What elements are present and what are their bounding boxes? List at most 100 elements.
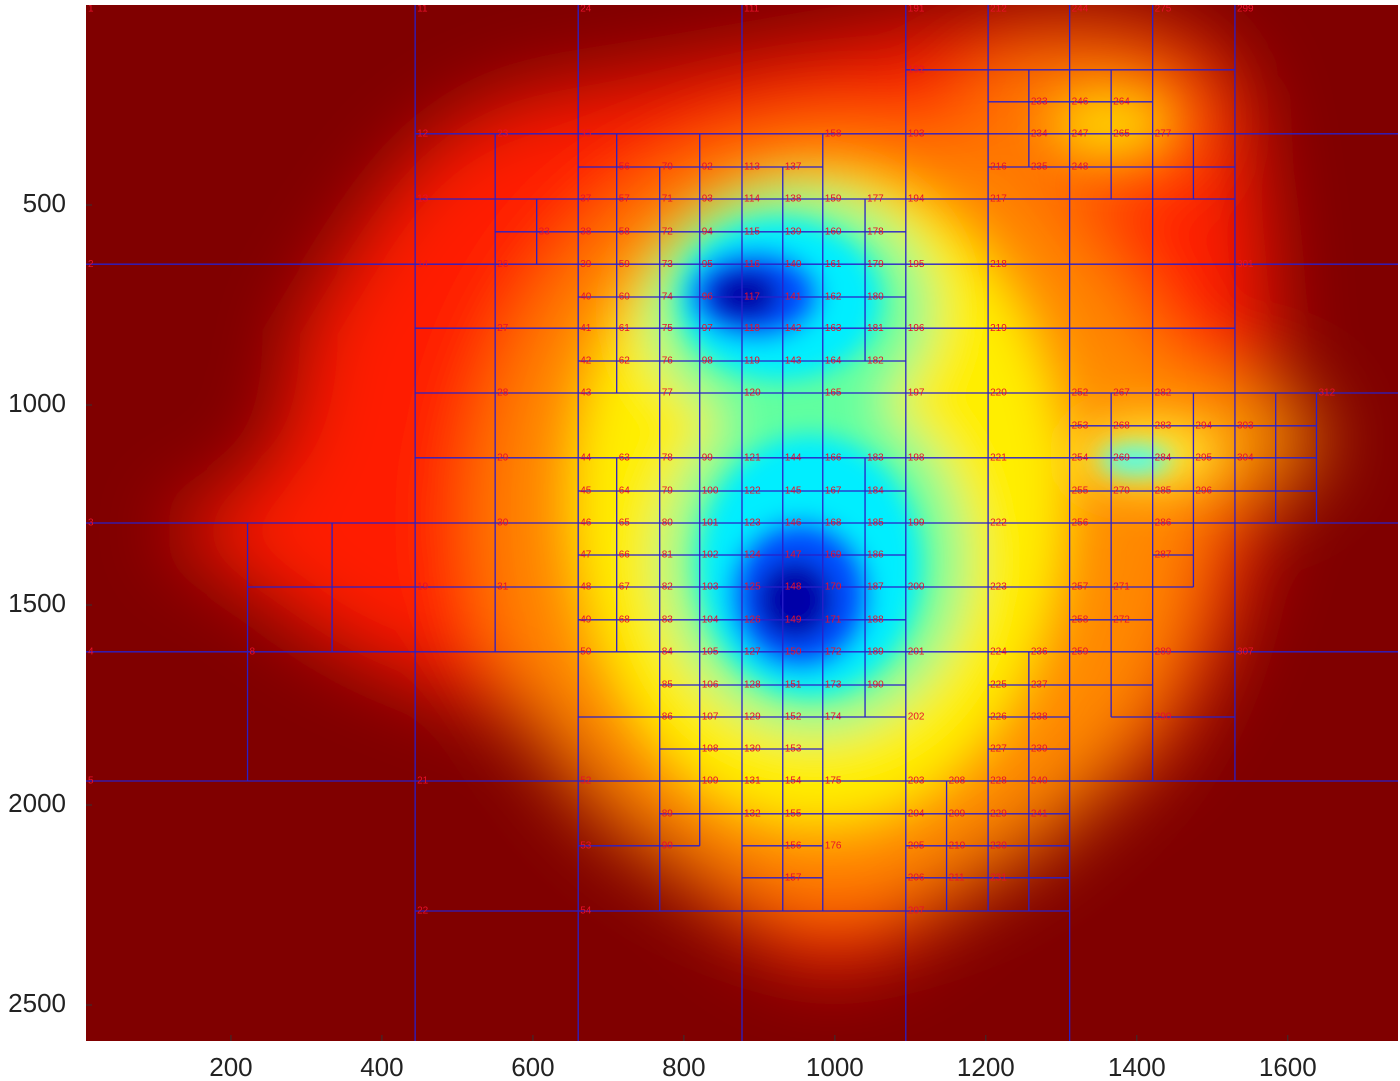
cell-label: 256: [1072, 518, 1089, 529]
cell-label: 191: [908, 4, 925, 15]
cell-label: 49: [580, 614, 592, 625]
cell-label: 167: [825, 486, 842, 497]
cell-label: 81: [662, 550, 674, 561]
cell-label: 153: [785, 744, 802, 755]
cell-label: 174: [825, 712, 842, 723]
cell-label: 160: [825, 226, 842, 237]
cell-label: 104: [702, 614, 719, 625]
cell-label: 103: [702, 582, 719, 593]
cell-label: 92: [702, 162, 714, 173]
cell-label: 233: [1031, 96, 1048, 107]
cell-label: 65: [619, 518, 631, 529]
y-tick-label: 500: [23, 188, 66, 218]
cell-label: 12: [417, 128, 429, 139]
cell-label: 108: [702, 744, 719, 755]
cell-label: 177: [867, 194, 884, 205]
cell-label: 181: [867, 323, 884, 334]
cell-label: 120: [744, 388, 761, 399]
cell-label: 62: [619, 356, 631, 367]
cell-label: 211: [949, 872, 965, 883]
cell-label: 285: [1155, 486, 1172, 497]
cell-label: 253: [1072, 420, 1089, 431]
cell-label: 53: [580, 840, 592, 851]
cell-label: 78: [662, 452, 674, 463]
cell-label: 114: [744, 194, 760, 205]
cell-label: 63: [619, 452, 631, 463]
cell-label: 149: [785, 614, 802, 625]
cell-label: 97: [702, 323, 714, 334]
cell-label: 125: [744, 582, 761, 593]
cell-label: 286: [1155, 518, 1172, 529]
cell-label: 21: [417, 776, 429, 787]
cell-label: 119: [744, 356, 760, 367]
cell-label: 199: [908, 518, 925, 529]
cell-label: 71: [662, 194, 674, 205]
cell-label: 60: [619, 292, 631, 303]
cell-label: 284: [1155, 452, 1172, 463]
cell-label: 130: [744, 744, 761, 755]
cell-label: 3: [88, 518, 94, 529]
cell-label: 102: [702, 550, 719, 561]
x-tick-label: 1000: [806, 1052, 864, 1081]
cell-label: 142: [785, 323, 802, 334]
x-tick-label: 1600: [1259, 1052, 1317, 1081]
y-tick-label: 1000: [8, 388, 66, 418]
cell-label: 99: [702, 452, 714, 463]
cell-label: 132: [744, 808, 761, 819]
cell-label: 67: [619, 582, 631, 593]
cell-label: 237: [1031, 680, 1048, 691]
x-tick-label: 200: [209, 1052, 252, 1081]
cell-label: 8: [250, 646, 256, 657]
cell-label: 115: [744, 226, 760, 237]
cell-label: 117: [744, 292, 760, 303]
cell-label: 169: [825, 550, 842, 561]
cell-label: 43: [580, 388, 592, 399]
cell-label: 83: [662, 614, 674, 625]
cell-label: 195: [908, 259, 925, 270]
cell-label: 28: [497, 388, 509, 399]
cell-label: 222: [990, 518, 1007, 529]
cell-label: 109: [702, 776, 719, 787]
cell-label: 159: [825, 194, 842, 205]
cell-label: 295: [1195, 452, 1212, 463]
cell-label: 224: [990, 646, 1007, 657]
cell-label: 240: [1031, 776, 1048, 787]
cell-label: 127: [744, 646, 761, 657]
cell-label: 258: [1072, 614, 1089, 625]
cell-label: 41: [580, 323, 592, 334]
cell-label: 73: [662, 259, 674, 270]
cell-label: 35: [580, 128, 592, 139]
axes: 200 400 600 800 1000 1200 1400 1600 500 1000 1500 2…: [8, 188, 1317, 1081]
cell-label: 161: [825, 259, 842, 270]
cell-label: 246: [1072, 96, 1089, 107]
cell-label: 46: [580, 518, 592, 529]
cell-label: 238: [1031, 712, 1048, 723]
cell-label: 239: [1031, 744, 1048, 755]
cell-label: 184: [867, 486, 884, 497]
cell-label: 90: [662, 840, 674, 851]
cell-label: 84: [662, 646, 674, 657]
x-tick-label: 1200: [957, 1052, 1015, 1081]
cell-label: 259: [1072, 646, 1089, 657]
cell-label: 186: [867, 550, 884, 561]
cell-label: 98: [702, 356, 714, 367]
cell-label: 254: [1072, 452, 1089, 463]
cell-label: 144: [785, 452, 802, 463]
cell-label: 22: [417, 906, 429, 917]
cell-label: 289: [1155, 646, 1172, 657]
cell-label: 230: [990, 840, 1007, 851]
cell-label: 59: [619, 259, 631, 270]
cell-label: 80: [662, 518, 674, 529]
cell-label: 247: [1072, 128, 1089, 139]
cell-label: 187: [867, 582, 884, 593]
cell-label: 175: [825, 776, 842, 787]
cell-label: 68: [619, 614, 631, 625]
cell-label: 19: [417, 582, 429, 593]
cell-label: 283: [1155, 420, 1172, 431]
cell-label: 96: [702, 292, 714, 303]
cell-label: 203: [908, 776, 925, 787]
cell-label: 268: [1113, 420, 1130, 431]
cell-label: 194: [908, 194, 925, 205]
cell-label: 235: [1031, 162, 1048, 173]
cell-label: 100: [702, 486, 719, 497]
